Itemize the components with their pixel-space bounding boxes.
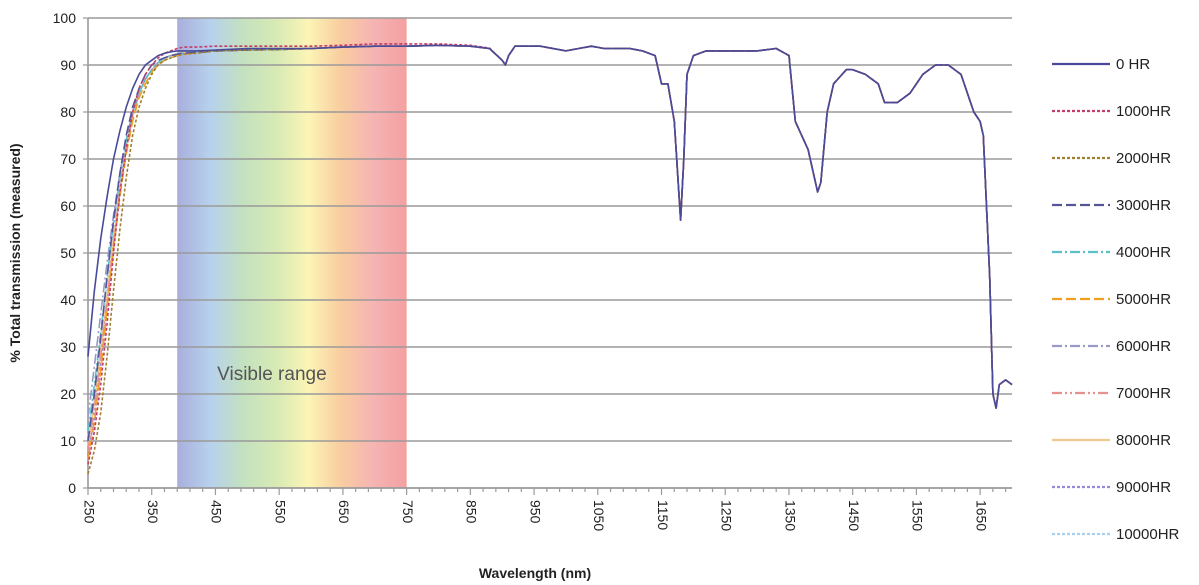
x-tick-label: 1450 <box>846 500 862 531</box>
x-tick-label: 650 <box>336 500 352 524</box>
legend-item: 7000HR <box>1052 385 1171 402</box>
x-tick-label: 550 <box>272 500 288 524</box>
y-tick-label: 10 <box>60 433 76 449</box>
legend-item: 0 HR <box>1052 56 1150 73</box>
legend-item: 10000HR <box>1052 526 1180 543</box>
legend-item: 8000HR <box>1052 432 1171 449</box>
x-tick-label: 750 <box>400 500 416 524</box>
y-tick-label: 70 <box>60 151 76 167</box>
x-axis-title: Wavelength (nm) <box>479 565 591 581</box>
legend-label: 1000HR <box>1116 103 1171 120</box>
legend-label: 4000HR <box>1116 244 1171 261</box>
legend-label: 8000HR <box>1116 432 1171 449</box>
legend-label: 6000HR <box>1116 338 1171 355</box>
legend-item: 1000HR <box>1052 103 1171 120</box>
y-tick-label: 100 <box>53 10 77 26</box>
y-tick-label: 20 <box>60 386 76 402</box>
y-axis-title: % Total transmission (measured) <box>7 143 23 362</box>
x-tick-label: 250 <box>81 500 97 524</box>
y-tick-label: 80 <box>60 104 76 120</box>
x-tick-label: 450 <box>209 500 225 524</box>
x-tick-label: 950 <box>527 500 543 524</box>
legend-item: 5000HR <box>1052 291 1171 308</box>
legend-item: 4000HR <box>1052 244 1171 261</box>
y-tick-labels: 0 10 20 30 40 50 60 70 80 90 100 <box>53 10 77 496</box>
legend-label: 0 HR <box>1116 56 1150 73</box>
legend-label: 2000HR <box>1116 150 1171 167</box>
y-tick-label: 40 <box>60 292 76 308</box>
legend-item: 9000HR <box>1052 479 1171 496</box>
x-tick-label: 1550 <box>910 500 926 531</box>
legend-item: 2000HR <box>1052 150 1171 167</box>
x-tick-label: 1350 <box>782 500 798 531</box>
x-tick-label: 1050 <box>591 500 607 531</box>
x-tick-label: 1650 <box>973 500 989 531</box>
legend-label: 9000HR <box>1116 479 1171 496</box>
legend-item: 3000HR <box>1052 197 1171 214</box>
x-tick-label: 1250 <box>719 500 735 531</box>
y-tick-label: 90 <box>60 57 76 73</box>
y-tick-label: 30 <box>60 339 76 355</box>
y-tick-label: 0 <box>68 480 76 496</box>
x-tick-labels: 250 350 450 550 650 750 850 950 1050 1150 1250 1350… <box>81 500 989 531</box>
legend: 0 HR 1000HR 2000HR 3000HR 4000HR 5000HR 6000HR… <box>1052 56 1180 543</box>
x-tick-label: 350 <box>145 500 161 524</box>
y-tick-label: 50 <box>60 245 76 261</box>
visible-range-annotation: Visible range <box>217 364 327 385</box>
legend-label: 5000HR <box>1116 291 1171 308</box>
legend-label: 10000HR <box>1116 526 1180 543</box>
legend-label: 7000HR <box>1116 385 1171 402</box>
legend-label: 3000HR <box>1116 197 1171 214</box>
y-tick-label: 60 <box>60 198 76 214</box>
x-tick-label: 850 <box>464 500 480 524</box>
x-tick-label: 1150 <box>655 500 671 530</box>
legend-item: 6000HR <box>1052 338 1171 355</box>
